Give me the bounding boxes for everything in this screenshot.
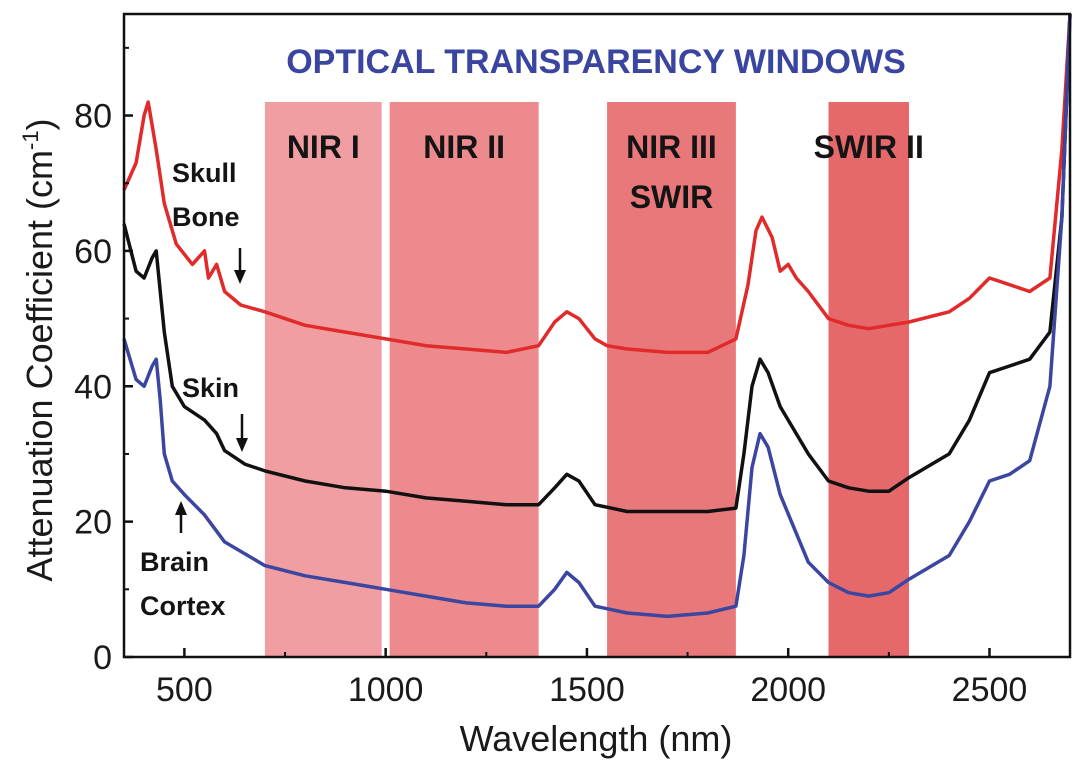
y-tick-label: 60 (74, 233, 112, 271)
x-tick-label: 1500 (549, 671, 625, 709)
band-label-4-line-1: SWIR II (814, 129, 924, 165)
skin-arrow-head (236, 438, 248, 452)
band-label-1-line-1: NIR I (287, 129, 360, 165)
band-4 (828, 101, 909, 657)
y-axis-title: Attenuation Coefficient (cm-1) (18, 118, 60, 581)
x-tick-label: 2000 (750, 671, 826, 709)
band-3 (607, 101, 736, 657)
band-2 (389, 101, 539, 657)
skull-bone-arrow-head (234, 270, 246, 284)
band-label-3-line-1: NIR III (626, 129, 717, 165)
y-axis-title-main: Attenuation Coefficient (cm (19, 150, 60, 582)
series-label-skin-line-1: Skin (182, 373, 239, 403)
series-label-brain-cortex-line-2: Cortex (140, 591, 226, 621)
y-tick-label: 20 (74, 504, 112, 542)
y-axis-title-sup: -1 (18, 130, 43, 150)
plot-frame (122, 12, 1072, 659)
y-axis-title-close: ) (19, 118, 60, 130)
band-label-3-line-2: SWIR (630, 179, 714, 215)
y-tick-label: 80 (74, 98, 112, 136)
band-labels: NIR I NIR II NIR III SWIR SWIR II (287, 129, 924, 215)
series-labels: Skull Bone Skin Brain Cortex (140, 158, 240, 621)
brain-cortex-arrow-head (175, 501, 187, 515)
transparency-bands (264, 101, 909, 657)
series-line-skin (122, 13, 1072, 514)
series-label-skull-bone-line-1: Skull (172, 158, 237, 188)
label-arrows (175, 248, 248, 533)
x-tick-label: 2500 (952, 671, 1028, 709)
series-lines (122, 13, 1072, 619)
series-line-brain-cortex (122, 13, 1072, 619)
series-label-skull-bone-line-2: Bone (172, 202, 240, 232)
y-tick-label: 40 (74, 368, 112, 406)
x-axis-title: Wavelength (nm) (460, 718, 733, 759)
chart-title: OPTICAL TRANSPARENCY WINDOWS (286, 43, 906, 81)
band-1 (264, 101, 382, 657)
series-line-skull-bone (122, 13, 1072, 355)
axis-ticks: 500 1000 1500 2000 2500 0 20 40 60 80 (74, 46, 1028, 709)
y-tick-label: 0 (93, 639, 112, 677)
x-tick-label: 1000 (348, 671, 424, 709)
band-label-2-line-1: NIR II (423, 129, 505, 165)
series-label-brain-cortex-line-1: Brain (140, 547, 209, 577)
x-tick-label: 500 (156, 671, 213, 709)
